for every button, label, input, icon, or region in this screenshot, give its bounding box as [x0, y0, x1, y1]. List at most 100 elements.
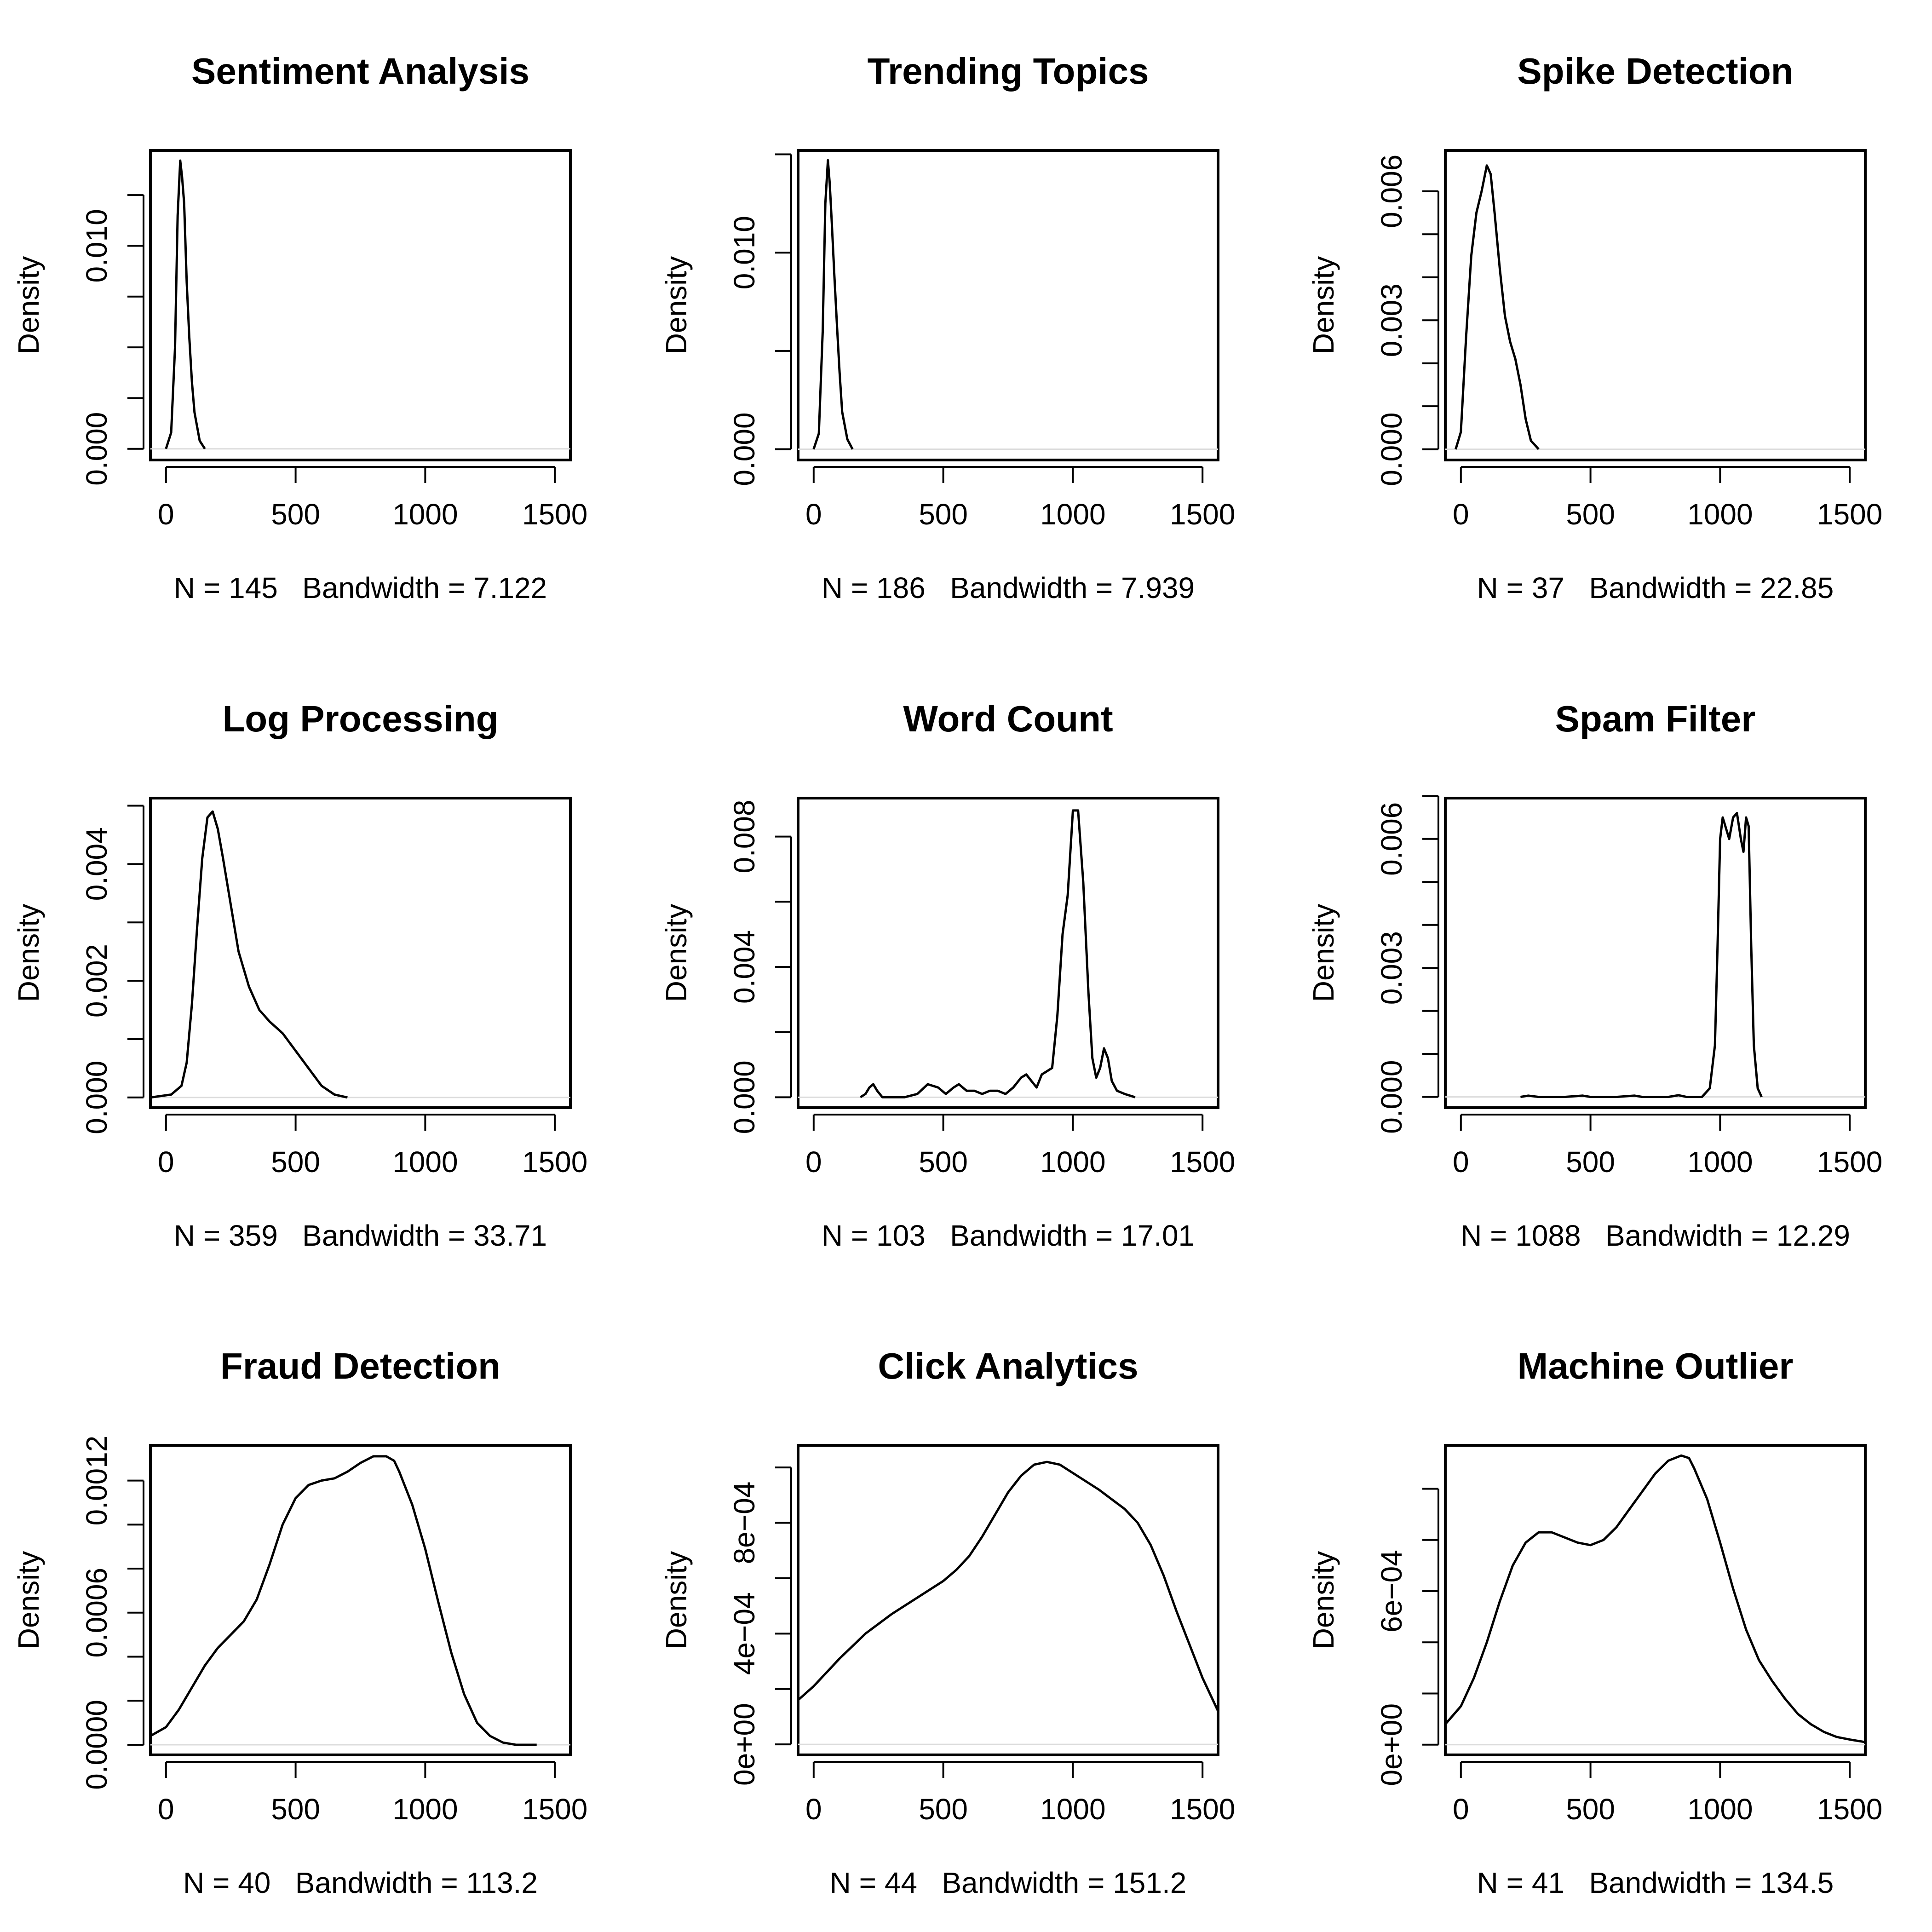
x-tick-label: 0: [805, 1145, 822, 1179]
x-tick-label: 0: [158, 498, 174, 531]
density-panel: Fraud Detection 0 500 1000 1500 0.0000 0.0006 0…: [12, 1346, 587, 1899]
panel-title: Sentiment Analysis: [191, 51, 529, 92]
y-tick-label: 0.010: [80, 209, 113, 282]
plot-frame: [797, 797, 1219, 1109]
x-axis-label: N = 1088 Bandwidth = 12.29: [1460, 1219, 1850, 1252]
panel-title: Spam Filter: [1555, 698, 1756, 739]
y-tick-label: 0.006: [1375, 155, 1408, 228]
x-axis-label: N = 145 Bandwidth = 7.122: [174, 571, 547, 604]
y-axis-label: Density: [12, 256, 45, 354]
plot-frame: [797, 1444, 1219, 1756]
x-tick-label: 1000: [392, 1793, 458, 1826]
plot-frame: [1444, 149, 1867, 461]
y-tick-label: 0e+00: [1375, 1703, 1408, 1786]
x-tick-label: 500: [271, 498, 320, 531]
density-panel: Log Processing 0 500 1000 1500 0.000 0.002 0.00…: [12, 698, 587, 1252]
x-tick-label: 1000: [1040, 1793, 1105, 1826]
y-axis-label: Density: [1307, 256, 1340, 354]
panel-title: Fraud Detection: [220, 1346, 500, 1386]
density-panel: Word Count 0 500 1000 1500 0.000 0.004 0.008 Den…: [660, 698, 1235, 1252]
y-tick-label: 0.008: [728, 800, 761, 874]
x-axis-label: N = 103 Bandwidth = 17.01: [822, 1219, 1195, 1252]
x-tick-label: 500: [919, 1145, 968, 1179]
x-tick-label: 1000: [1040, 498, 1105, 531]
density-panel: Spam Filter 0 500 1000 1500 0.000 0.003 0.006 De…: [1307, 698, 1882, 1252]
plot-frame: [797, 149, 1219, 461]
density-curve: [859, 809, 1136, 1098]
y-axis-label: Density: [12, 1551, 45, 1649]
density-curve: [1445, 1454, 1865, 1743]
y-tick-label: 8e−04: [728, 1482, 761, 1564]
y-tick-label: 0.000: [1375, 1060, 1408, 1134]
y-tick-label: 0.000: [728, 412, 761, 486]
x-axis-label: N = 37 Bandwidth = 22.85: [1477, 571, 1834, 604]
x-tick-label: 1500: [1817, 498, 1882, 531]
x-tick-label: 1500: [522, 1145, 587, 1179]
y-tick-label: 0.000: [80, 1061, 113, 1134]
x-tick-label: 500: [1566, 1793, 1615, 1826]
y-axis-label: Density: [660, 904, 693, 1002]
y-tick-label: 4e−04: [728, 1592, 761, 1675]
x-tick-label: 1500: [1170, 498, 1235, 531]
y-tick-label: 0e+00: [728, 1703, 761, 1786]
x-tick-label: 500: [1566, 498, 1615, 531]
x-axis-label: N = 41 Bandwidth = 134.5: [1477, 1866, 1834, 1899]
y-tick-label: 0.004: [80, 827, 113, 901]
y-axis-label: Density: [1307, 904, 1340, 1002]
panel-title: Machine Outlier: [1517, 1346, 1793, 1386]
y-tick-label: 0.003: [1375, 283, 1408, 357]
x-tick-label: 1500: [1170, 1145, 1235, 1179]
x-axis-label: N = 186 Bandwidth = 7.939: [822, 571, 1195, 604]
panel-title: Trending Topics: [868, 51, 1149, 92]
x-tick-label: 0: [1453, 498, 1469, 531]
y-tick-label: 0.0012: [80, 1436, 113, 1526]
plot-frame: [1444, 1444, 1867, 1756]
y-tick-label: 0.000: [728, 1060, 761, 1134]
density-curve: [1520, 812, 1763, 1098]
x-tick-label: 0: [1453, 1145, 1469, 1179]
y-tick-label: 0.006: [1375, 802, 1408, 876]
x-tick-label: 0: [158, 1145, 174, 1179]
x-tick-label: 500: [919, 1793, 968, 1826]
density-panel: Sentiment Analysis 0 500 1000 1500 0.000 0.010…: [12, 51, 587, 604]
x-tick-label: 1500: [522, 498, 587, 531]
x-tick-label: 500: [1566, 1145, 1615, 1179]
x-tick-label: 1000: [1687, 1145, 1753, 1179]
x-tick-label: 1500: [1817, 1793, 1882, 1826]
panel-title: Spike Detection: [1517, 51, 1793, 92]
y-axis-label: Density: [660, 1551, 693, 1649]
y-tick-label: 0.003: [1375, 931, 1408, 1005]
x-tick-label: 1000: [1687, 1793, 1753, 1826]
x-axis-label: N = 44 Bandwidth = 151.2: [830, 1866, 1187, 1899]
density-curve: [150, 810, 348, 1099]
y-tick-label: 6e−04: [1375, 1550, 1408, 1633]
x-tick-label: 0: [1453, 1793, 1469, 1826]
density-curve: [150, 1455, 537, 1746]
x-tick-label: 500: [919, 498, 968, 531]
y-tick-label: 0.002: [80, 944, 113, 1018]
plot-frame: [149, 797, 572, 1109]
y-axis-label: Density: [1307, 1551, 1340, 1649]
density-curve: [1455, 164, 1540, 450]
x-tick-label: 1000: [392, 1145, 458, 1179]
y-axis-label: Density: [660, 256, 693, 354]
plot-frame: [149, 1444, 572, 1756]
panel-title: Log Processing: [222, 698, 498, 739]
x-tick-label: 1000: [1040, 1145, 1105, 1179]
plot-frame: [1444, 797, 1867, 1109]
panel-title: Click Analytics: [878, 1346, 1138, 1386]
y-tick-label: 0.000: [80, 412, 113, 486]
x-tick-label: 1500: [522, 1793, 587, 1826]
x-tick-label: 500: [271, 1793, 320, 1826]
x-tick-label: 500: [271, 1145, 320, 1179]
panel-title: Word Count: [903, 698, 1113, 739]
x-tick-label: 0: [158, 1793, 174, 1826]
plot-frame: [149, 149, 572, 461]
x-tick-label: 0: [805, 498, 822, 531]
y-tick-label: 0.000: [1375, 413, 1408, 486]
y-tick-label: 0.0006: [80, 1568, 113, 1658]
y-tick-label: 0.004: [728, 930, 761, 1004]
x-axis-label: N = 40 Bandwidth = 113.2: [183, 1866, 538, 1899]
y-tick-label: 0.0000: [80, 1700, 113, 1790]
